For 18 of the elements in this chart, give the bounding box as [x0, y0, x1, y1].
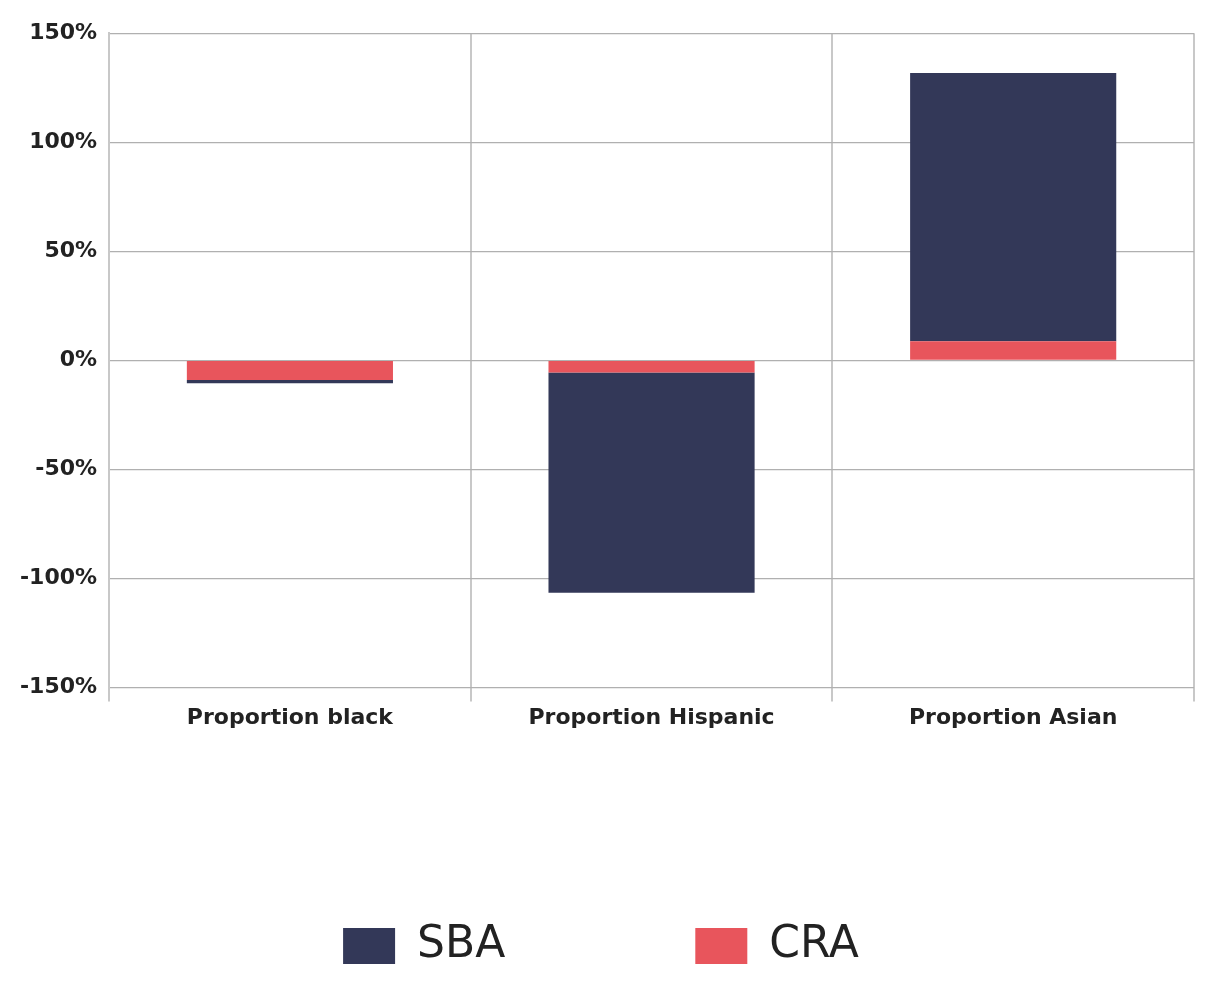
bar — [548, 372, 755, 593]
y-tick-label: -150% — [19, 673, 98, 699]
bar — [910, 72, 1117, 342]
y-tick-label: 100% — [29, 127, 98, 153]
legend-label: CRA — [769, 916, 859, 968]
x-tick-label: Proportion Asian — [908, 703, 1118, 729]
y-tick-label: -100% — [19, 564, 98, 590]
y-tick-label: 150% — [29, 18, 98, 44]
x-tick-label: Proportion black — [186, 703, 395, 729]
y-tick-label: -50% — [35, 455, 98, 481]
bar — [910, 341, 1117, 360]
x-tick-label: Proportion Hispanic — [528, 703, 775, 729]
y-tick-label: 50% — [44, 237, 98, 263]
y-tick-label: 0% — [59, 346, 98, 372]
bar — [186, 361, 393, 381]
bar — [186, 380, 393, 384]
bar — [548, 361, 755, 373]
legend-label: SBA — [417, 916, 506, 968]
